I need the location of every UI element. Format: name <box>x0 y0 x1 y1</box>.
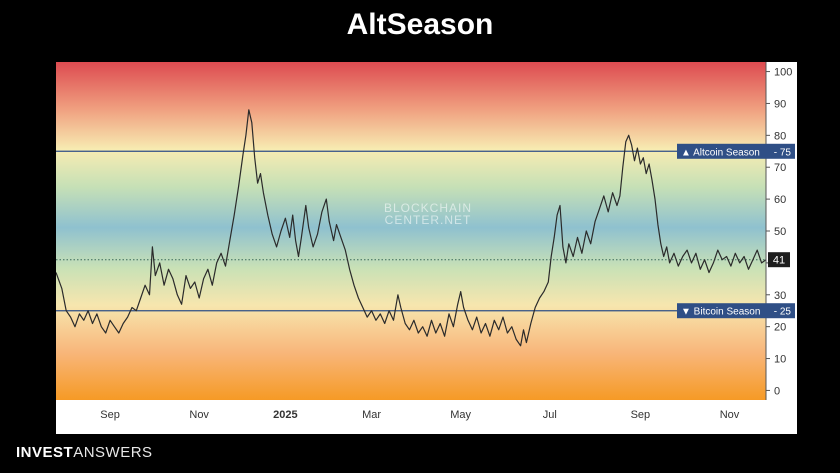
reference-value-text: - 75 <box>774 147 792 158</box>
watermark-text: BLOCKCHAIN <box>384 201 472 215</box>
x-axis: Sep Nov 2025 Mar May Jul Sep Nov <box>56 400 797 434</box>
brand-light: ANSWERS <box>73 444 153 461</box>
x-tick-label: Sep <box>631 409 651 421</box>
reference-label-text: ▼ Bitcoin Season <box>681 307 760 318</box>
x-tick-label: May <box>450 409 471 421</box>
x-tick-label: Jul <box>543 409 557 421</box>
y-tick-label: 100 <box>774 67 792 79</box>
reference-label-box <box>677 143 795 159</box>
y-tick-label: 80 <box>774 130 786 142</box>
y-tick-label: 20 <box>774 322 786 334</box>
plot-background <box>56 62 766 400</box>
reference-label-text: ▲ Altcoin Season <box>681 147 760 158</box>
y-tick-label: 60 <box>774 194 786 206</box>
reference-value-text: - 25 <box>774 307 792 318</box>
value-labels: ▲ Altcoin Season - 75 ▼ Bitcoin Season - 25… <box>677 143 795 319</box>
x-tick-label: 2025 <box>273 409 297 421</box>
watermark-text: CENTER.NET <box>385 213 472 227</box>
x-tick-label: Nov <box>720 409 740 421</box>
y-tick-label: 10 <box>774 354 786 366</box>
y-axis: 0102030405060708090100 <box>765 62 792 400</box>
x-tick-label: Nov <box>189 409 209 421</box>
y-tick-label: 0 <box>774 385 780 397</box>
reference-lines <box>56 150 766 312</box>
series-layer <box>55 109 767 347</box>
series-line <box>55 109 767 347</box>
x-tick-label: Mar <box>362 409 381 421</box>
page-title: AltSeason <box>346 8 494 41</box>
y-tick-label: 50 <box>774 226 786 238</box>
reference-label-box <box>677 303 795 319</box>
current-value-box <box>768 252 790 268</box>
y-tick-label: 70 <box>774 162 786 174</box>
x-tick-label: Sep <box>100 409 120 421</box>
brand-bold: INVEST <box>16 444 74 461</box>
x-axis-band <box>56 400 797 434</box>
brand-logo: INVESTANSWERS <box>16 444 153 461</box>
y-tick-label: 30 <box>774 290 786 302</box>
current-value-text: 41 <box>773 255 785 267</box>
y-tick-label: 90 <box>774 98 786 110</box>
